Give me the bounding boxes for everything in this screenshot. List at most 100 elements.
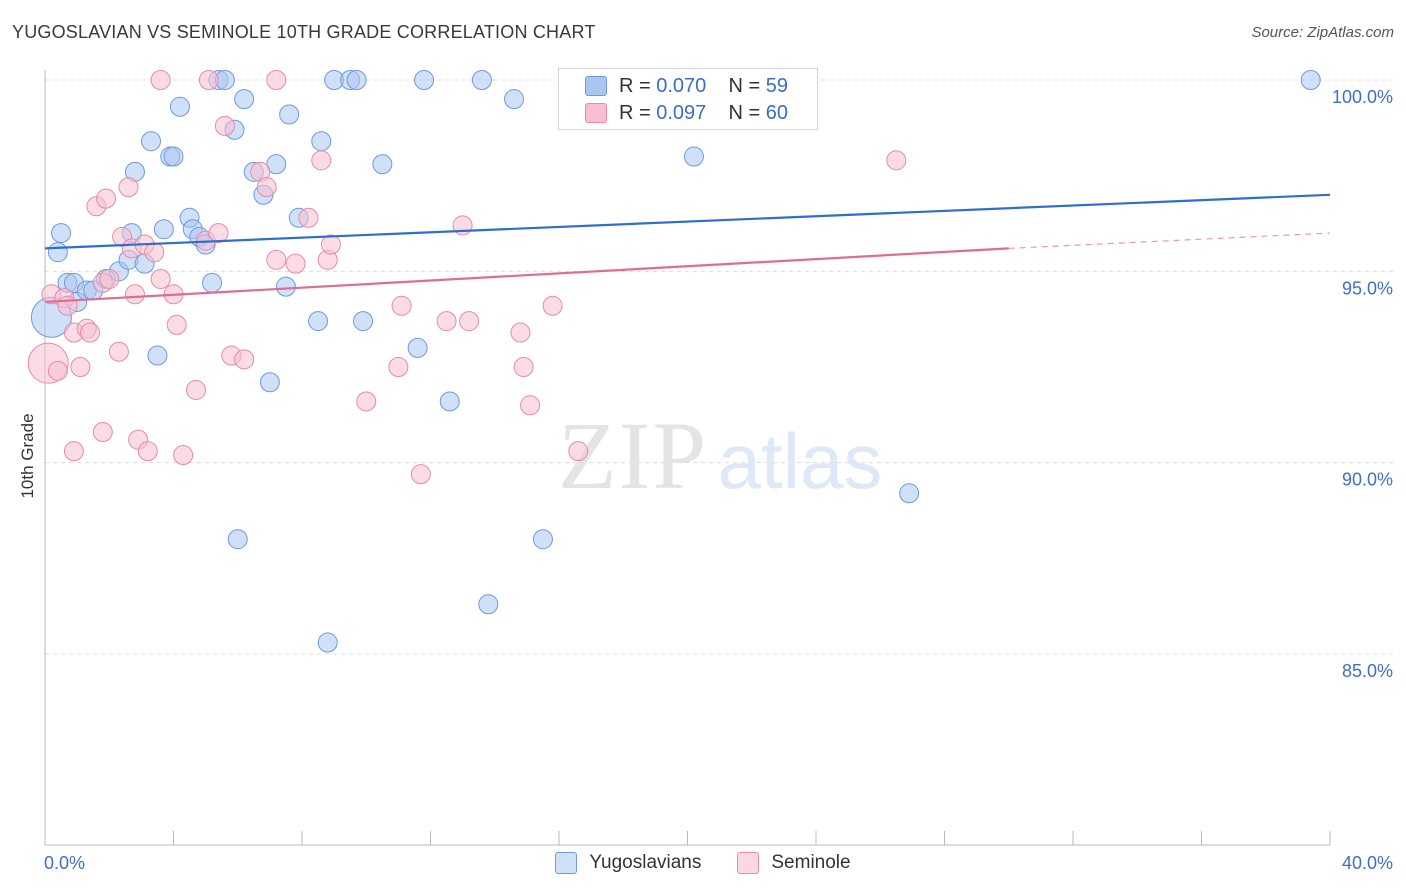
- seminole-point: [185, 379, 206, 400]
- yugoslavians-point: [141, 131, 162, 152]
- seminole-point: [388, 357, 409, 377]
- y-tick-label: 85.0%: [1342, 661, 1393, 681]
- seminole-point: [510, 322, 531, 343]
- y-tick-label: 90.0%: [1342, 470, 1393, 490]
- seminole-point: [266, 70, 287, 90]
- legend-label: Yugoslavians: [589, 852, 702, 873]
- seminole-point: [520, 395, 541, 416]
- yugoslavians-point: [169, 96, 190, 117]
- seminole-point: [70, 357, 91, 377]
- yugoslavians-legend-swatch: [555, 852, 578, 874]
- seminole-point: [150, 268, 171, 289]
- x-tick-label: 40.0%: [1342, 853, 1393, 873]
- r-label: R =: [619, 74, 651, 97]
- yugoslavians-point: [153, 219, 174, 240]
- yugoslavians-trend-line: [44, 193, 1331, 250]
- yugoslavians-point: [311, 131, 332, 152]
- r-label: R =: [619, 101, 651, 124]
- n-value: 59: [765, 74, 789, 97]
- seminole-point: [266, 249, 287, 270]
- seminole-point: [118, 177, 139, 198]
- seminole-point: [166, 314, 187, 335]
- n-label: N =: [728, 74, 761, 97]
- seminole-point: [57, 295, 78, 316]
- n-label: N =: [728, 101, 761, 124]
- yugoslavians-point: [346, 70, 367, 90]
- data-points: [27, 70, 1321, 653]
- yugoslavians-point: [478, 594, 499, 615]
- stats-legend: R = 0.070 N = 59 R = 0.097 N = 60: [558, 68, 818, 130]
- seminole-legend-swatch: [737, 852, 760, 874]
- seminole-point: [320, 234, 341, 255]
- seminole-point: [144, 242, 165, 263]
- yugoslavians-point: [202, 272, 223, 293]
- yugoslavians-point: [504, 89, 525, 110]
- yugoslavians-point: [227, 529, 248, 550]
- trend-lines: [44, 193, 1331, 304]
- yugoslavians-point: [234, 89, 255, 110]
- seminole-point: [436, 311, 457, 332]
- seminole-swatch: [585, 103, 607, 123]
- seminole-point: [256, 177, 277, 198]
- chart-title: YUGOSLAVIAN VS SEMINOLE 10TH GRADE CORRE…: [12, 22, 596, 42]
- yugoslavians-point: [372, 154, 393, 175]
- watermark: ZIP atlas: [558, 402, 882, 509]
- seminole-point: [150, 70, 171, 90]
- n-value: 60: [765, 101, 789, 124]
- yugoslavians-point: [279, 104, 300, 125]
- stats-row-seminole: R = 0.097 N = 60: [585, 100, 788, 126]
- seminole-point: [124, 284, 145, 305]
- seminole-point: [459, 311, 480, 332]
- yugoslavians-point: [1300, 70, 1321, 90]
- seminole-point: [137, 441, 158, 462]
- r-value: 0.070: [656, 74, 707, 97]
- seminole-point: [356, 391, 377, 412]
- y-tick-label: 95.0%: [1342, 278, 1393, 298]
- yugoslavians-point: [407, 337, 428, 358]
- yugoslavians-point: [683, 146, 704, 167]
- yugoslavians-point: [353, 311, 374, 332]
- yugoslavians-swatch: [585, 76, 607, 96]
- seminole-point: [886, 150, 907, 171]
- legend-item-yugoslavians[interactable]: Yugoslavians: [555, 852, 701, 874]
- seminole-point: [173, 445, 194, 466]
- seminole-point: [96, 188, 117, 209]
- seminole-point: [542, 295, 563, 316]
- seminole-point: [391, 295, 412, 316]
- yugoslavians-point: [414, 70, 435, 90]
- seminole-point: [410, 464, 431, 485]
- x-tick-label: 0.0%: [44, 853, 85, 873]
- seminole-point: [208, 223, 229, 244]
- yugoslavians-point: [439, 391, 460, 412]
- yugoslavians-point: [308, 311, 329, 332]
- seminole-trend-extension: [1008, 232, 1331, 249]
- stats-row-yugoslavians: R = 0.070 N = 59: [585, 73, 788, 99]
- seminole-point: [298, 207, 319, 228]
- seminole-trend-line: [44, 247, 1009, 304]
- r-value: 0.097: [656, 101, 707, 124]
- axes: [44, 70, 1331, 846]
- seminole-point: [47, 360, 68, 381]
- yugoslavians-point: [275, 276, 296, 297]
- seminole-point: [79, 322, 100, 343]
- legend-item-seminole[interactable]: Seminole: [737, 852, 851, 874]
- seminole-point: [198, 70, 219, 90]
- yugoslavians-point: [47, 242, 68, 263]
- yugoslavians-point: [259, 372, 280, 393]
- yugoslavians-point: [147, 345, 168, 366]
- yugoslavians-point: [317, 632, 338, 653]
- yugoslavians-point: [532, 529, 553, 550]
- y-axis-label: 10th Grade: [18, 413, 37, 498]
- seminole-point: [568, 441, 589, 462]
- seminole-point: [513, 357, 534, 377]
- yugoslavians-point: [51, 223, 72, 244]
- seminole-point: [99, 268, 120, 289]
- seminole-point: [92, 422, 113, 443]
- seminole-point: [63, 441, 84, 462]
- seminole-point: [234, 349, 255, 370]
- yugoslavians-point: [471, 70, 492, 90]
- tick-labels: 85.0% 90.0% 95.0% 100.0% 0.0% 40.0%: [44, 87, 1393, 873]
- yugoslavians-point: [163, 146, 184, 167]
- seminole-point: [311, 150, 332, 171]
